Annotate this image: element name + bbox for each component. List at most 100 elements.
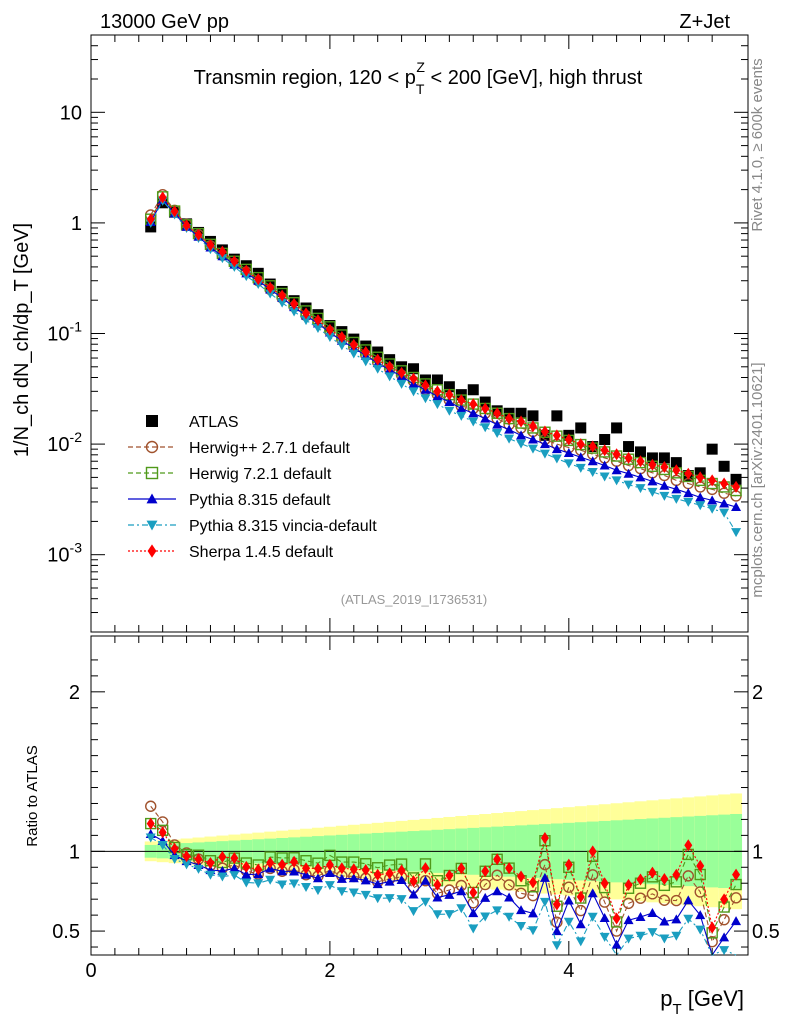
ratio-point bbox=[408, 907, 419, 917]
data-point bbox=[683, 488, 694, 498]
ratio-point bbox=[647, 907, 658, 917]
data-point bbox=[444, 406, 455, 416]
ratio-point bbox=[683, 914, 694, 924]
data-point bbox=[325, 323, 334, 336]
ratio-point bbox=[492, 886, 503, 896]
y-axis-label: 1/N_ch dN_ch/dp_T [GeV] bbox=[11, 223, 33, 457]
data-point bbox=[623, 468, 634, 478]
ratio-point bbox=[479, 878, 491, 891]
data-point bbox=[646, 452, 658, 464]
legend-label: ATLAS bbox=[189, 414, 239, 431]
data-point bbox=[576, 438, 585, 451]
ratio-point bbox=[708, 921, 717, 934]
data-point bbox=[409, 372, 418, 385]
data-point bbox=[659, 491, 670, 501]
data-point bbox=[707, 495, 718, 505]
data-point bbox=[312, 324, 323, 334]
ratio-point bbox=[515, 887, 527, 899]
ratio-frame bbox=[90, 635, 749, 956]
ratio-point bbox=[551, 941, 562, 951]
ratio-point bbox=[277, 880, 288, 890]
data-point bbox=[324, 332, 335, 342]
ratio-point bbox=[588, 845, 597, 858]
ratio-point bbox=[564, 858, 573, 871]
data-point bbox=[337, 330, 346, 343]
data-point bbox=[146, 213, 155, 226]
data-point bbox=[290, 297, 299, 310]
data-point bbox=[527, 434, 538, 444]
data-point bbox=[313, 314, 322, 327]
data-point bbox=[672, 464, 681, 477]
ratio-point bbox=[611, 939, 622, 949]
header-left: 13000 GeV pp bbox=[100, 11, 229, 33]
ratio-point bbox=[695, 925, 706, 935]
ratio-point bbox=[157, 841, 168, 851]
ratio-point bbox=[205, 870, 216, 880]
data-point bbox=[587, 456, 598, 466]
ratio-point bbox=[145, 833, 156, 843]
data-point bbox=[229, 262, 240, 272]
ratio-point bbox=[623, 915, 634, 925]
ratio-point bbox=[336, 887, 347, 897]
data-point bbox=[528, 420, 537, 433]
ratio-tick-label-right: 1 bbox=[752, 841, 763, 863]
ratio-point bbox=[290, 855, 299, 868]
data-point bbox=[720, 477, 729, 490]
data-point bbox=[671, 484, 682, 494]
data-point bbox=[182, 219, 191, 232]
data-point bbox=[456, 403, 467, 413]
data-point bbox=[360, 357, 371, 367]
data-point bbox=[492, 428, 503, 438]
axis-ticks: 0 2 4 1 10 10-1 10-2 10-3 0.5 0.5 1 1 2 2 bbox=[47, 34, 780, 982]
data-point bbox=[277, 298, 288, 308]
ratio-point bbox=[731, 916, 742, 926]
ratio-point bbox=[563, 917, 574, 927]
ratio-point bbox=[301, 882, 312, 892]
data-point bbox=[539, 439, 550, 449]
ratio-point bbox=[527, 908, 538, 918]
data-point bbox=[647, 487, 658, 497]
ratio-axis-label: Ratio to ATLAS bbox=[24, 745, 41, 846]
ratio-point bbox=[600, 877, 609, 890]
data-point bbox=[731, 501, 742, 511]
ratio-point bbox=[457, 862, 466, 875]
y-tick-label: 10 bbox=[60, 102, 82, 124]
legend-label: Herwig 7.2.1 default bbox=[189, 466, 332, 483]
ratio-point bbox=[480, 892, 491, 902]
ratio-point bbox=[217, 872, 228, 882]
data-point bbox=[624, 451, 633, 464]
ratio-point bbox=[468, 908, 479, 918]
ratio-point bbox=[229, 871, 240, 881]
data-point bbox=[551, 444, 562, 454]
data-point bbox=[611, 422, 623, 434]
ratio-point bbox=[181, 860, 192, 870]
ratio-point bbox=[516, 905, 527, 915]
ratio-tick-label: 1 bbox=[69, 841, 80, 863]
data-point bbox=[301, 316, 312, 326]
data-point bbox=[445, 388, 454, 401]
data-point bbox=[636, 455, 645, 468]
data-point bbox=[671, 494, 682, 504]
ratio-point bbox=[373, 868, 382, 881]
ratio-point bbox=[302, 862, 311, 875]
data-point bbox=[217, 254, 228, 264]
ratio-point bbox=[539, 872, 550, 882]
ratio-point bbox=[396, 875, 407, 885]
ratio-point bbox=[696, 859, 705, 872]
data-point bbox=[563, 459, 574, 469]
ratio-point bbox=[732, 868, 741, 881]
data-point bbox=[599, 460, 610, 470]
ratio-point bbox=[720, 893, 729, 906]
analysis-tag: (ATLAS_2019_I1736531) bbox=[341, 592, 487, 607]
data-point bbox=[575, 452, 586, 462]
ratio-point bbox=[444, 910, 455, 920]
data-point bbox=[527, 444, 538, 454]
data-point bbox=[420, 394, 431, 404]
data-point bbox=[551, 454, 562, 464]
data-point bbox=[719, 508, 730, 518]
ratio-point bbox=[648, 866, 657, 879]
ratio-point bbox=[504, 912, 515, 922]
main-frame bbox=[90, 34, 749, 633]
ratio-point bbox=[444, 889, 455, 899]
